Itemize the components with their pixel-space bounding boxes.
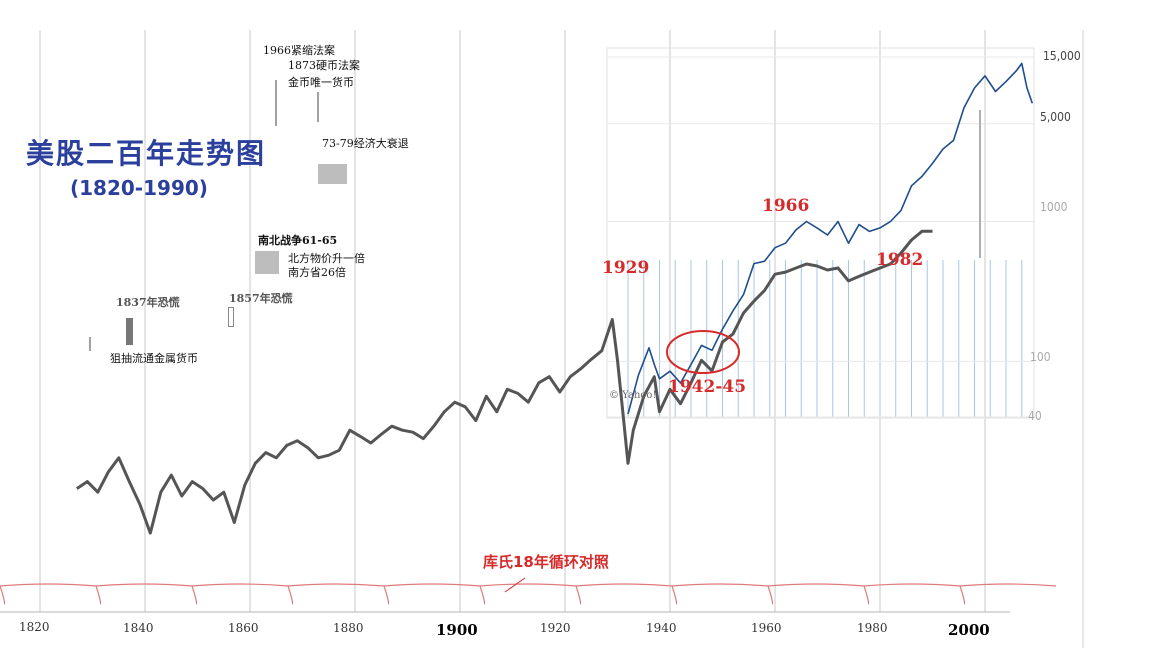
annotation-south-prices: 南方省26倍 [288,266,346,279]
civil-war-marker-box [255,251,279,274]
annotation-metal-money: 狙抽流通金属货币 [110,352,198,365]
x-tick-label: 1960 [751,621,782,635]
x-tick-label: 1940 [646,621,677,635]
cycle-arc [767,583,865,605]
series-line-longrun [75,229,933,535]
cycle-arc [287,583,385,605]
x-tick-label: 2000 [948,621,990,639]
annotation-gold-only-currency: 金币唯一货币 [288,76,354,89]
cycle-arc [383,583,481,605]
y-tick-label: 1000 [1040,200,1068,214]
label-1942-45: 1942-45 [668,377,747,397]
cycle-arc [575,583,673,605]
annotation-panic-1837: 1837年恐慌 [116,296,180,309]
cycle-arc [671,583,769,605]
annotation-north-prices: 北方物价升一倍 [288,252,365,265]
annotation-1873-coin-act: 1873硬币法案 [288,59,360,72]
inset-frame [606,47,1035,419]
x-tick-label: 1980 [857,621,888,635]
inset-copyright: © Yahoo! [609,390,657,401]
x-tick-label: 1840 [123,621,154,635]
x-tick-label: 1900 [436,621,478,639]
panic-1857-marker [228,307,234,327]
annotation-civil-war: 南北战争61-65 [258,234,338,247]
label-1966: 1966 [762,196,810,216]
highlight-ellipse-1942-45 [666,330,740,374]
cycle-arc [863,583,961,605]
cycle-arc [959,583,1057,605]
cycle-label-pointer [504,577,526,593]
chart-title: 美股二百年走势图 [26,137,267,170]
annotation-73-79-depression: 73-79经济大衰退 [322,137,409,150]
annotation-panic-1857: 1857年恐慌 [229,292,293,305]
x-tick-label: 1860 [228,621,259,635]
cycle-arc [0,583,97,605]
annotation-1966-act: 1966紧缩法案 [263,44,335,57]
series-line-dow [627,62,1034,415]
depression-marker-box [318,164,347,184]
x-tick-label: 1920 [540,621,571,635]
y-tick-label: 100 [1030,350,1051,364]
y-tick-label: 40 [1028,409,1042,423]
cycle-arc [479,583,577,605]
x-tick-label: 1820 [19,620,50,634]
chart-subtitle: (1820-1990) [70,176,208,200]
label-1982: 1982 [876,250,924,270]
y-tick-label: 15,000 [1043,49,1081,63]
cycle-arc [95,583,193,605]
x-tick-label: 1880 [333,621,364,635]
label-1929: 1929 [602,258,650,278]
cycle-label: 库氏18年循环对照 [483,553,609,571]
cycle-arc [191,583,289,605]
y-tick-label: 5,000 [1040,110,1071,124]
panic-1837-marker [126,318,133,345]
